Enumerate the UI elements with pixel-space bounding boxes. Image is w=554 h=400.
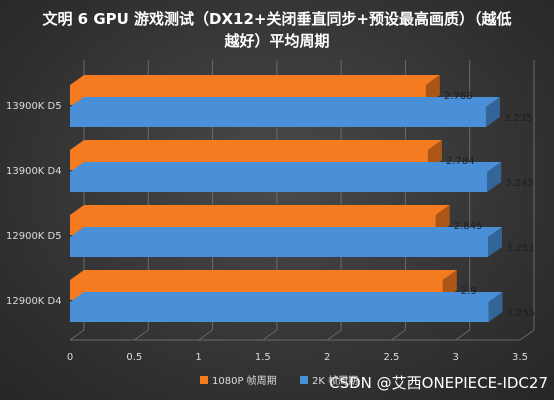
data-label: 3.255	[507, 308, 536, 319]
data-label: 3.235	[504, 113, 533, 124]
category-label: 12900K D5	[6, 231, 62, 242]
gridline-floor	[198, 329, 213, 341]
bar-top-face	[70, 75, 440, 85]
bar-top-face	[70, 205, 450, 215]
gridline-floor	[391, 329, 406, 341]
data-label: 2.845	[454, 221, 483, 232]
bar	[70, 107, 486, 127]
x-tick-label: 3.5	[512, 352, 528, 363]
x-tick-label: 1	[195, 352, 201, 363]
legend-swatch	[200, 376, 208, 384]
legend-label: 2K 帧周期	[312, 374, 358, 387]
bar	[70, 172, 488, 192]
data-label: 3.251	[506, 243, 535, 254]
gridline-floor	[519, 329, 535, 341]
x-tick-label: 0	[67, 352, 73, 363]
data-label: 2.768	[444, 91, 473, 102]
bar-end-face	[485, 97, 500, 127]
bar	[70, 302, 489, 322]
bar-top-face	[70, 97, 500, 107]
bar-top-face	[70, 162, 502, 172]
gridline-floor	[133, 329, 149, 341]
legend-label: 1080P 帧周期	[212, 374, 277, 387]
bar-end-face	[488, 292, 503, 322]
data-label: 2.9	[461, 286, 477, 297]
bar-end-face	[487, 162, 502, 192]
bar-top-face	[70, 140, 442, 150]
legend-swatch	[300, 376, 308, 384]
x-tick-label: 1.5	[255, 352, 271, 363]
gridline-floor	[69, 329, 85, 341]
gridline-floor	[326, 329, 342, 341]
x-tick-label: 3	[453, 352, 459, 363]
category-label: 13900K D4	[6, 166, 62, 177]
category-label: 12900K D4	[6, 296, 62, 307]
data-label: 3.245	[505, 178, 534, 189]
gridline-floor	[262, 329, 278, 341]
gridline-floor	[455, 329, 471, 341]
bar-top-face	[70, 292, 503, 302]
x-tick-label: 0.5	[126, 352, 142, 363]
bar-top-face	[70, 227, 502, 237]
chart-title: 文明 6 GPU 游戏测试（DX12+关闭垂直同步+预设最高画质）（越低越好）平…	[42, 10, 512, 50]
bar-top-face	[70, 270, 457, 280]
bar-end-face	[487, 227, 502, 257]
x-tick-label: 2.5	[383, 352, 399, 363]
bar	[70, 237, 488, 257]
watermark-text: CSDN @艾西ONEPIECE-IDC27	[329, 374, 548, 392]
x-tick-label: 2	[324, 352, 330, 363]
data-label: 2.784	[446, 156, 475, 167]
category-label: 13900K D5	[6, 101, 62, 112]
